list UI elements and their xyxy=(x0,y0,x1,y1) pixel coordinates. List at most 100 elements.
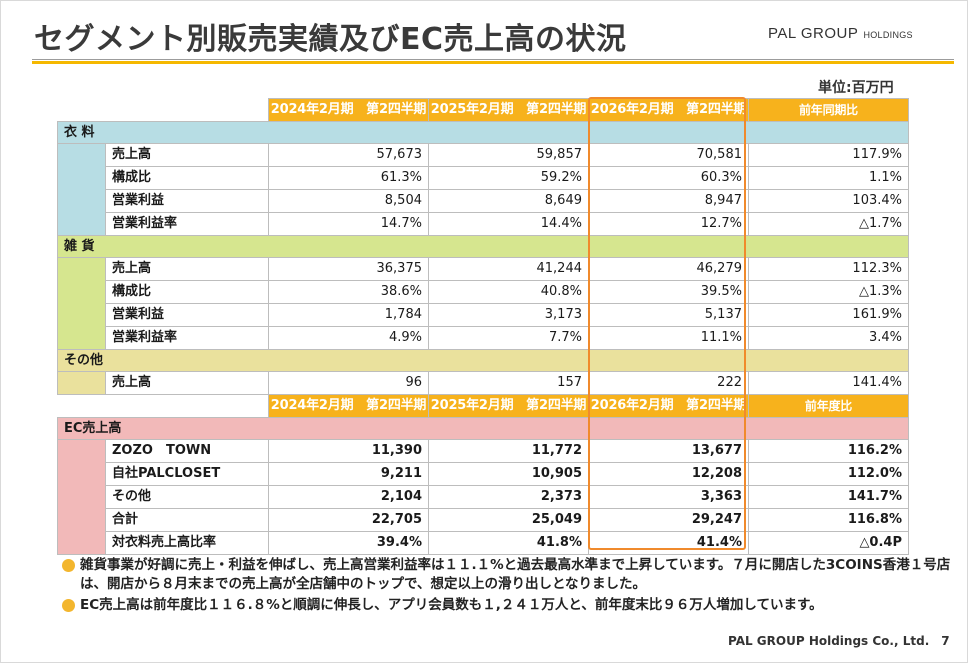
cell-yoy: 112.3% xyxy=(748,257,909,281)
cell-yoy: 117.9% xyxy=(748,143,909,167)
table-row: 売上高 36,375 41,244 46,279 112.3% xyxy=(57,257,909,350)
row-label: ZOZO TOWN xyxy=(105,439,269,463)
section-label-goods: 雑 貨 xyxy=(57,235,909,258)
logo-sub: HOLDINGS xyxy=(863,30,913,40)
cell-yoy: 103.4% xyxy=(748,189,909,213)
header-col-2025: 2025年2月期 第2四半期 xyxy=(428,98,589,122)
header-col-2026: 2026年2月期 第2四半期 xyxy=(588,98,749,122)
cell-2024: 11,390 xyxy=(268,439,429,463)
note-text: 雑貨事業が好調に売上・利益を伸ばし、売上高営業利益率は１１.１%と過去最高水準ま… xyxy=(80,557,951,592)
cell-yoy: 3.4% xyxy=(748,326,909,350)
note-item: 雑貨事業が好調に売上・利益を伸ばし、売上高営業利益率は１１.１%と過去最高水準ま… xyxy=(60,556,960,594)
cell-2024: 2,104 xyxy=(268,485,429,509)
header-col-prev-year: 前年度比 xyxy=(748,394,909,418)
table-header-row-ec: 2024年2月期 第2四半期 2025年2月期 第2四半期 2026年2月期 第… xyxy=(58,394,909,418)
cell-2025: 7.7% xyxy=(428,326,589,350)
table-row: その他 2,104 2,373 3,363 141.7% xyxy=(58,485,909,509)
table-row: 営業利益 8,504 8,649 8,947 103.4% xyxy=(58,189,909,213)
cell-2026: 29,247 xyxy=(588,508,749,532)
cell-yoy: △1.7% xyxy=(748,212,909,236)
table-row: 自社PALCLOSET 9,211 10,905 12,208 112.0% xyxy=(58,462,909,486)
current-period-highlight-box xyxy=(588,97,746,550)
page-title: セグメント別販売実績及びEC売上高の状況 xyxy=(34,22,627,57)
note-text: EC売上高は前年度比１１６.８%と順調に伸長し、アプリ会員数も１,２４１万人と、… xyxy=(80,597,823,613)
cell-2025: 41,244 xyxy=(428,257,589,281)
table-row: 営業利益 1,784 3,173 5,137 161.9% xyxy=(58,303,909,327)
cell-yoy: 112.0% xyxy=(748,462,909,486)
cell-2024: 36,375 xyxy=(268,257,429,281)
cell-2025: 59.2% xyxy=(428,166,589,190)
table-row: 構成比 38.6% 40.8% 39.5% △1.3% xyxy=(58,280,909,304)
notes-list: 雑貨事業が好調に売上・利益を伸ばし、売上高営業利益率は１１.１%と過去最高水準ま… xyxy=(60,556,960,615)
cell-2026: 41.4% xyxy=(588,531,749,555)
cell-2026: 11.1% xyxy=(588,326,749,350)
cell-2025: 41.8% xyxy=(428,531,589,555)
company-logo: PAL GROUP HOLDINGS xyxy=(768,23,913,42)
table-row: 構成比 61.3% 59.2% 60.3% 1.1% xyxy=(58,166,909,190)
page-number: 7 xyxy=(941,634,950,648)
footer: PAL GROUP Holdings Co., Ltd. 7 xyxy=(728,634,950,648)
row-label: 合計 xyxy=(105,508,269,532)
cell-2025: 2,373 xyxy=(428,485,589,509)
table-row: 営業利益率 14.7% 14.4% 12.7% △1.7% xyxy=(58,212,909,236)
cell-2025: 8,649 xyxy=(428,189,589,213)
unit-label: 単位:百万円 xyxy=(818,80,894,96)
table-row: 営業利益率 4.9% 7.7% 11.1% 3.4% xyxy=(58,326,909,350)
cell-2025: 157 xyxy=(428,371,589,395)
table-row: 対衣料売上高比率 39.4% 41.8% 41.4% △0.4P xyxy=(58,531,909,555)
cell-2024: 9,211 xyxy=(268,462,429,486)
cell-2024: 14.7% xyxy=(268,212,429,236)
cell-2024: 57,673 xyxy=(268,143,429,167)
title-rule-gray xyxy=(32,59,954,60)
row-label: 売上高 xyxy=(105,143,269,167)
cell-2024: 4.9% xyxy=(268,326,429,350)
row-label: 営業利益 xyxy=(105,303,269,327)
bullet-dot-icon xyxy=(62,599,75,612)
cell-yoy: 1.1% xyxy=(748,166,909,190)
cell-yoy: 116.2% xyxy=(748,439,909,463)
row-label: 売上高 xyxy=(105,371,269,395)
table-row: 売上高 96 157 222 141.4% xyxy=(57,371,909,395)
cell-yoy: △1.3% xyxy=(748,280,909,304)
bullet-dot-icon xyxy=(62,559,75,572)
cell-yoy: 141.4% xyxy=(748,371,909,395)
cell-yoy: 161.9% xyxy=(748,303,909,327)
row-label: 営業利益率 xyxy=(105,212,269,236)
section-label-clothing: 衣 料 xyxy=(57,121,909,144)
table-header-row: 2024年2月期 第2四半期 2025年2月期 第2四半期 2026年2月期 第… xyxy=(58,98,909,122)
section-label-ec: EC売上高 xyxy=(57,417,909,440)
section-row-other: その他 xyxy=(57,349,909,372)
cell-2026: 60.3% xyxy=(588,166,749,190)
cell-yoy: 116.8% xyxy=(748,508,909,532)
section-row-goods: 雑 貨 xyxy=(57,235,909,258)
title-rule-orange xyxy=(32,61,954,64)
row-label: 自社PALCLOSET xyxy=(105,462,269,486)
cell-2026: 12,208 xyxy=(588,462,749,486)
cell-2026: 39.5% xyxy=(588,280,749,304)
table-row: 売上高 57,673 59,857 70,581 117.9% xyxy=(57,143,909,236)
cell-yoy: △0.4P xyxy=(748,531,909,555)
section-row-clothing: 衣 料 xyxy=(57,121,909,144)
footer-company: PAL GROUP Holdings Co., Ltd. xyxy=(728,634,930,648)
row-label: 構成比 xyxy=(105,280,269,304)
row-label: 売上高 xyxy=(105,257,269,281)
section-row-ec: EC売上高 xyxy=(57,417,909,440)
cell-2024: 1,784 xyxy=(268,303,429,327)
cell-2026: 46,279 xyxy=(588,257,749,281)
note-item: EC売上高は前年度比１１６.８%と順調に伸長し、アプリ会員数も１,２４１万人と、… xyxy=(60,596,960,615)
row-label: その他 xyxy=(105,485,269,509)
table-row: ZOZO TOWN 11,390 11,772 13,677 116.2% xyxy=(57,439,909,555)
row-label: 営業利益 xyxy=(105,189,269,213)
cell-2024: 38.6% xyxy=(268,280,429,304)
header-col-2025: 2025年2月期 第2四半期 xyxy=(428,394,589,418)
cell-2025: 10,905 xyxy=(428,462,589,486)
row-label: 対衣料売上高比率 xyxy=(105,531,269,555)
cell-2025: 11,772 xyxy=(428,439,589,463)
table-row: 合計 22,705 25,049 29,247 116.8% xyxy=(58,508,909,532)
header-col-yoy: 前年同期比 xyxy=(748,98,909,122)
header-col-2024: 2024年2月期 第2四半期 xyxy=(268,98,429,122)
row-label: 構成比 xyxy=(105,166,269,190)
cell-yoy: 141.7% xyxy=(748,485,909,509)
segment-table: 2024年2月期 第2四半期 2025年2月期 第2四半期 2026年2月期 第… xyxy=(57,98,909,555)
row-label: 営業利益率 xyxy=(105,326,269,350)
